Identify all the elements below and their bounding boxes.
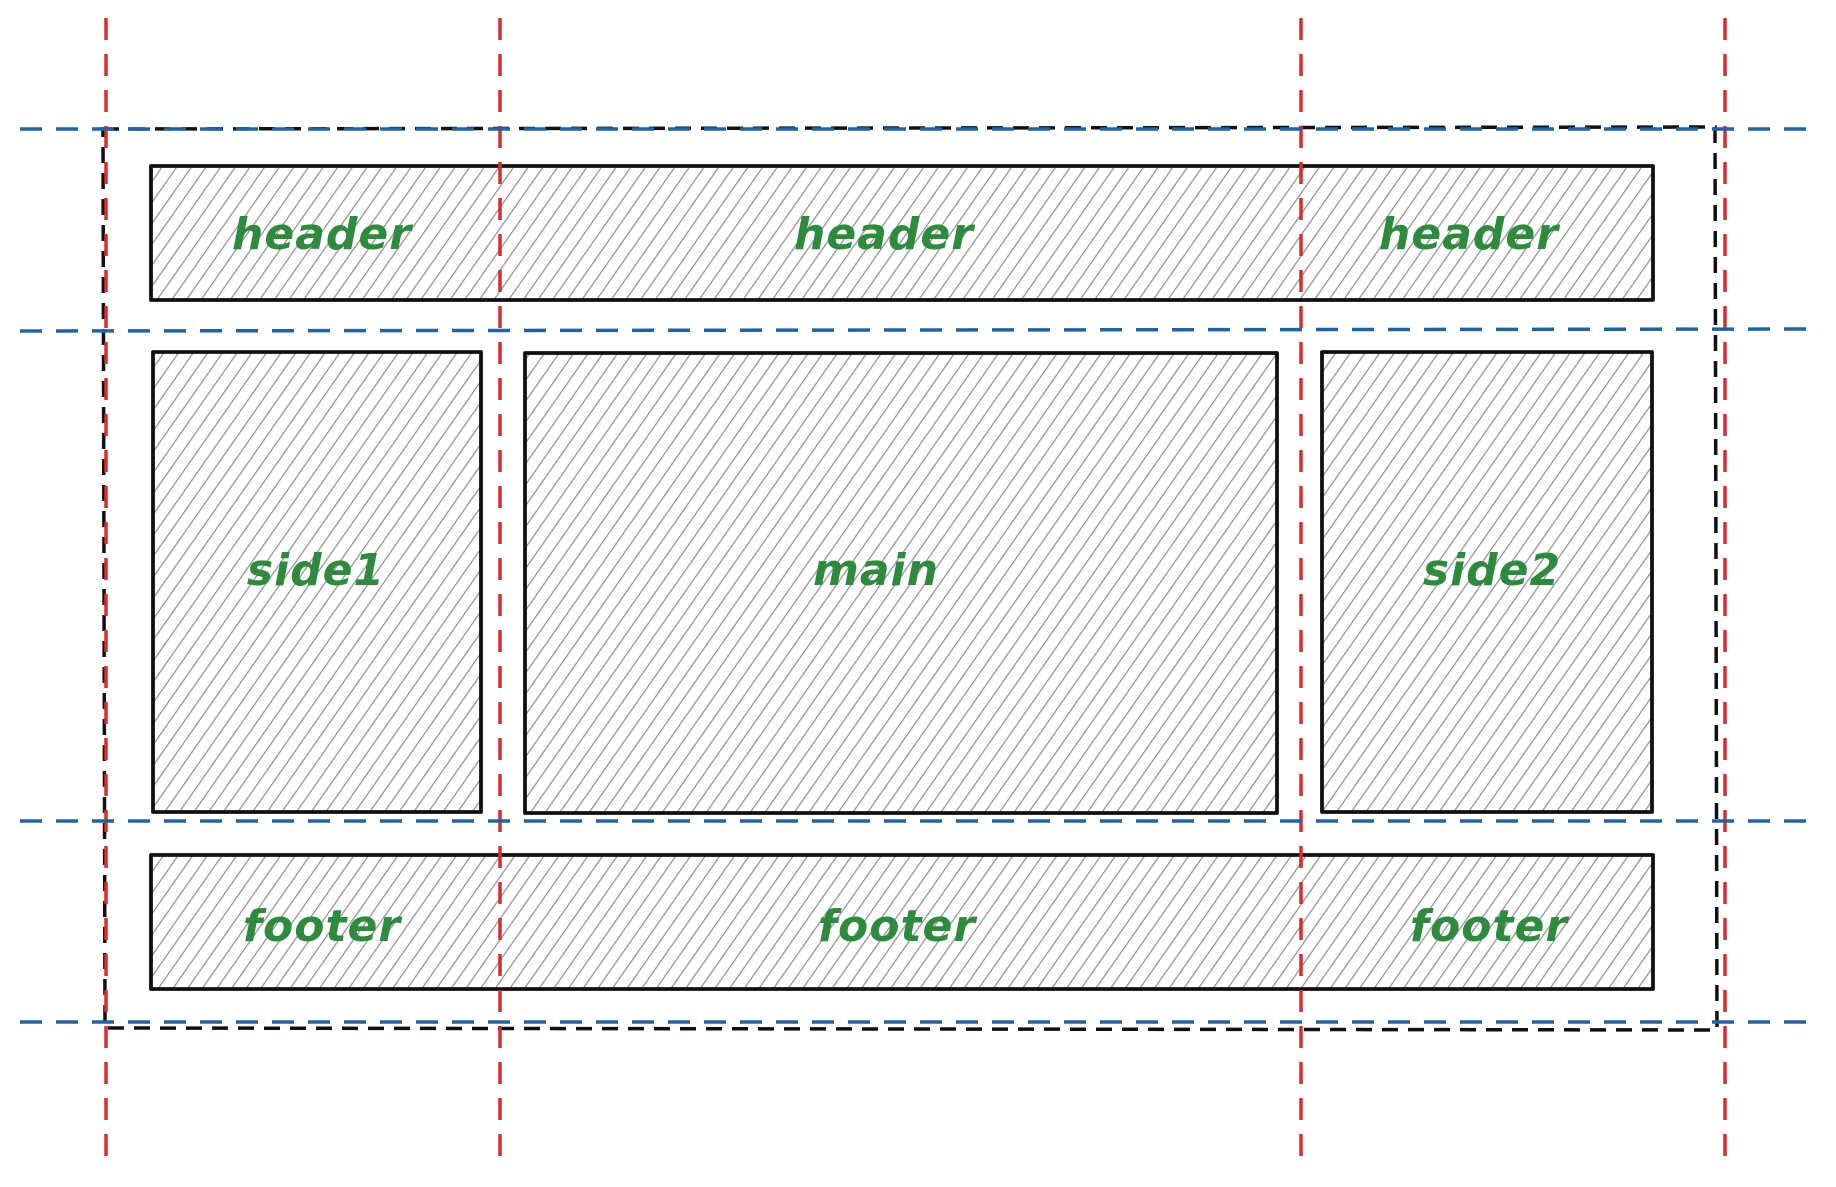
footer-label-center: footer — [818, 901, 977, 952]
footer-area — [149, 853, 1655, 991]
footer-label-left: footer — [243, 901, 402, 952]
row-line-2 — [19, 327, 1821, 333]
main-label: main — [813, 545, 939, 596]
header-label-center: header — [794, 209, 975, 260]
header-area — [149, 164, 1655, 302]
side2-area — [1320, 350, 1654, 814]
side2-label: side2 — [1423, 545, 1561, 596]
footer-label-right: footer — [1410, 901, 1569, 952]
header-label-right: header — [1379, 209, 1560, 260]
side1-label: side1 — [247, 545, 385, 596]
side1-area — [151, 350, 483, 814]
main-area — [523, 351, 1279, 815]
header-label-left: header — [232, 209, 413, 260]
